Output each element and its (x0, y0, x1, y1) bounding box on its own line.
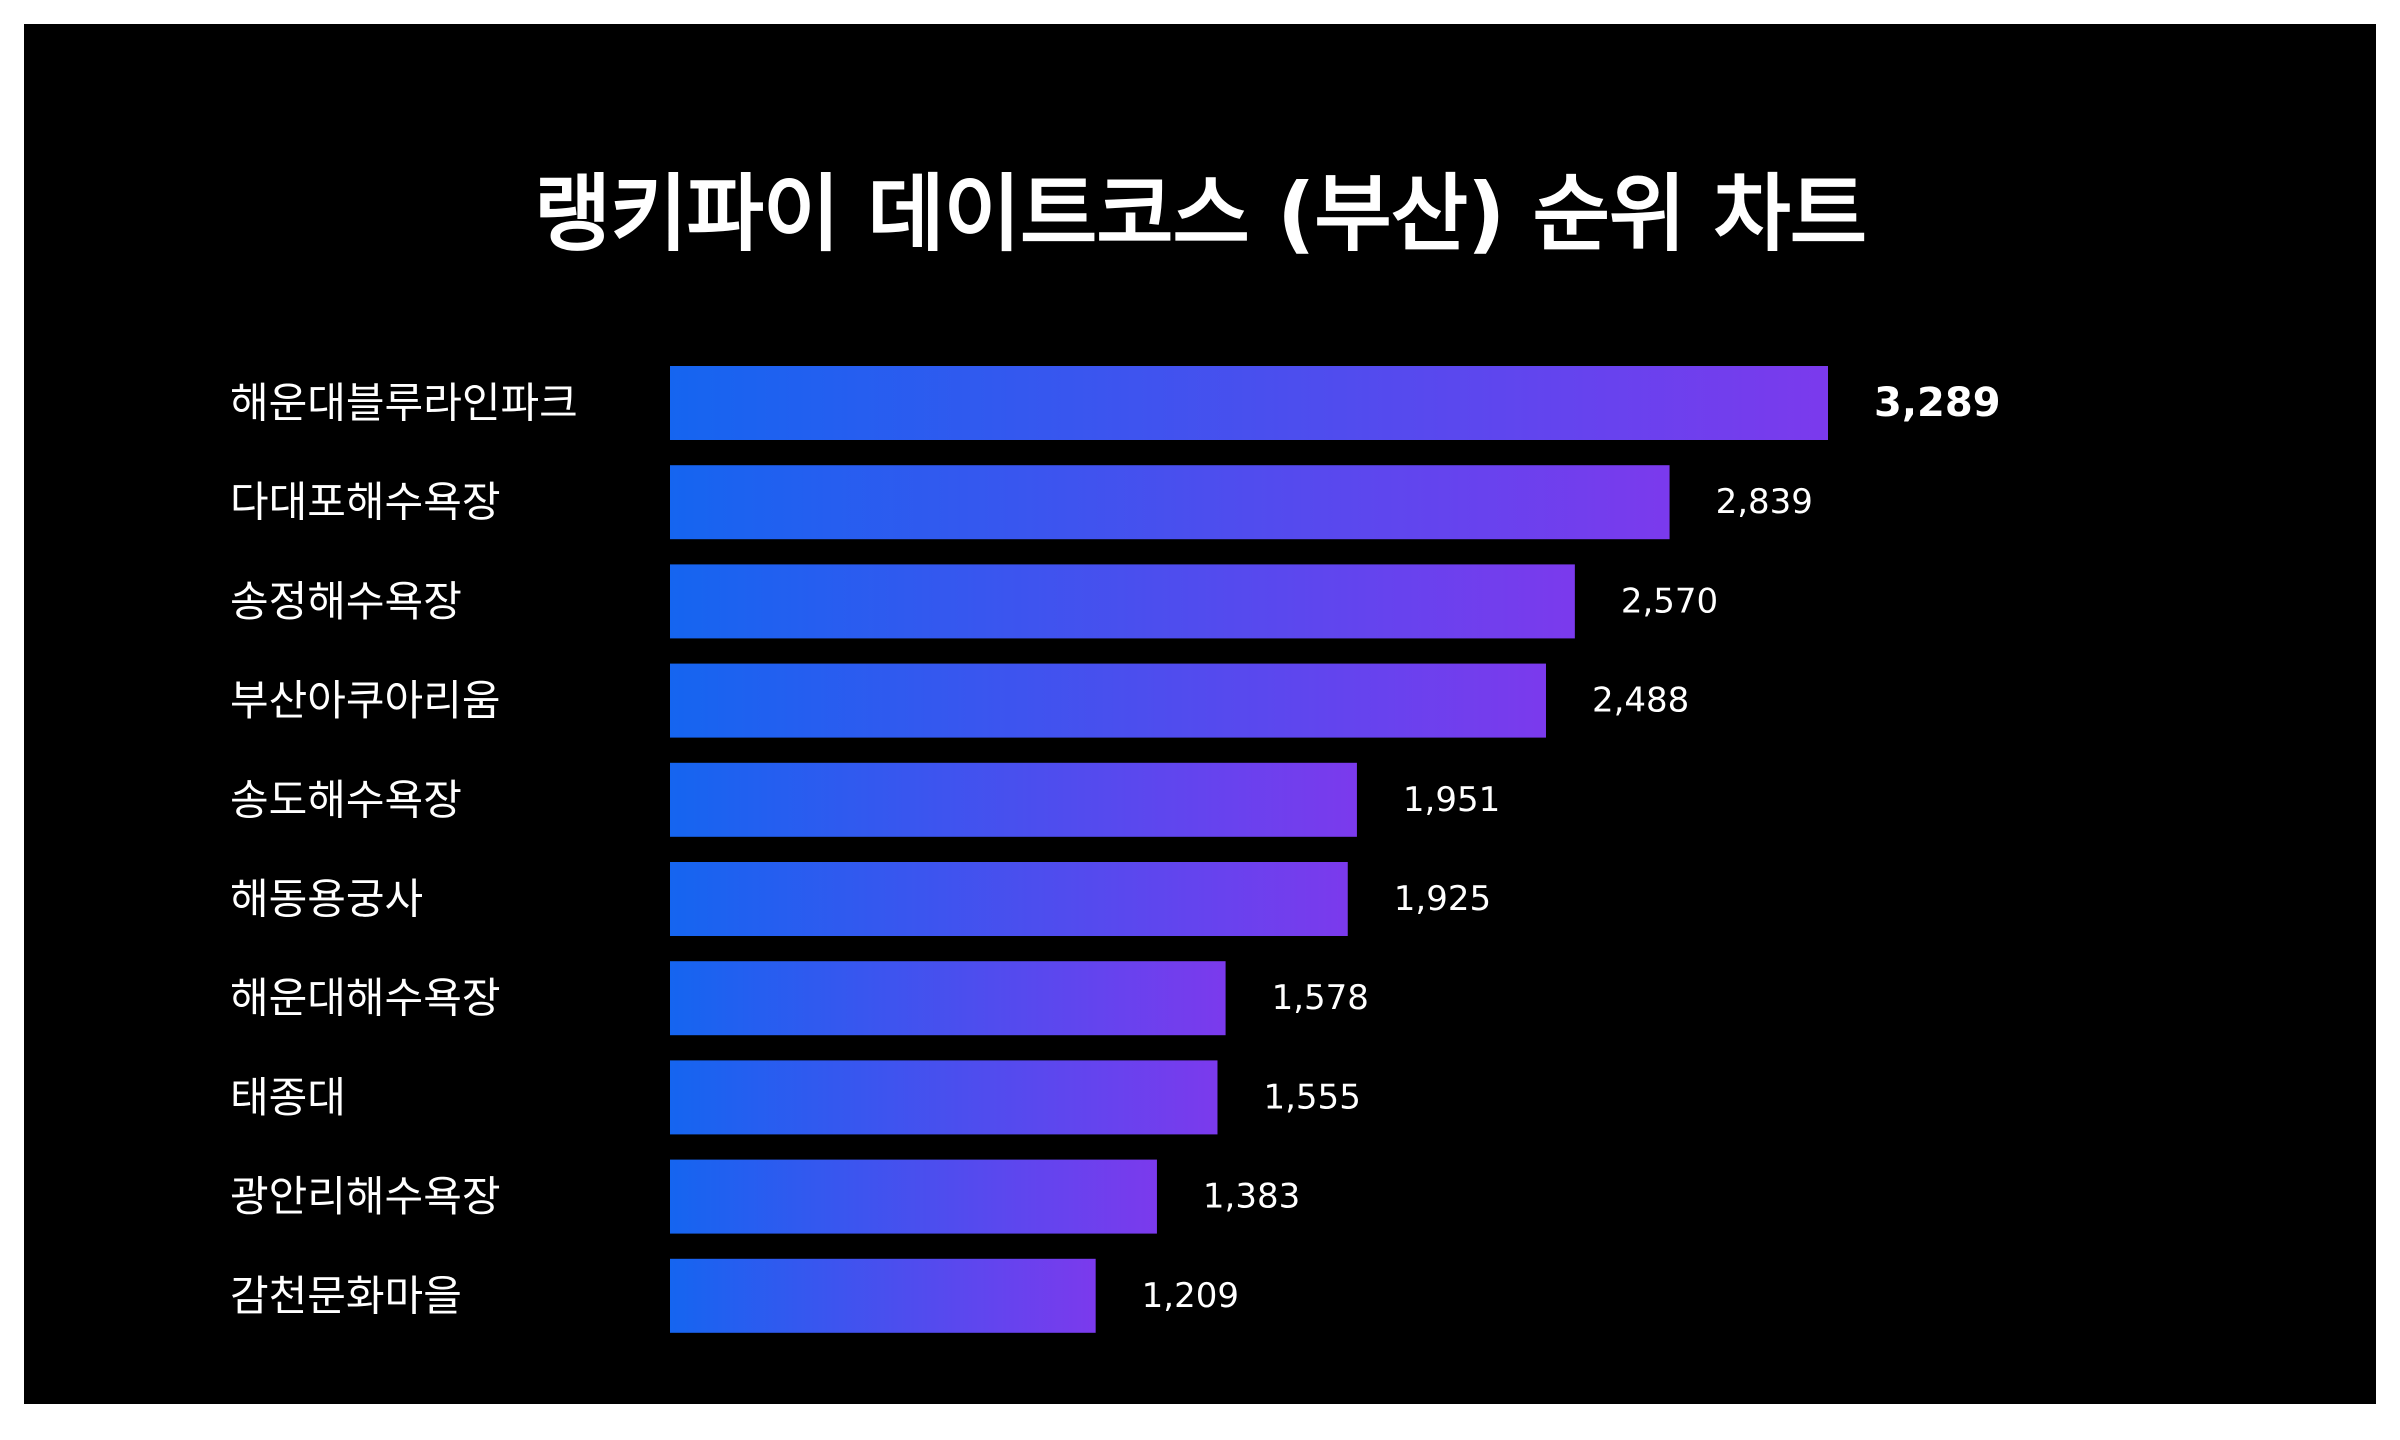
category-label: 광안리해수욕장 (230, 1172, 500, 1221)
category-label: 다대포해수욕장 (230, 478, 500, 527)
bar (670, 862, 1348, 936)
value-label: 2,488 (1592, 681, 1689, 721)
bar (670, 961, 1226, 1036)
bar-row: 송도해수욕장 1,951 (230, 762, 1500, 837)
category-label: 태종대 (230, 1073, 346, 1122)
value-label: 1,925 (1394, 879, 1491, 919)
value-label: 1,555 (1263, 1077, 1360, 1117)
bar (670, 762, 1357, 837)
value-label: 1,383 (1203, 1177, 1300, 1217)
category-label: 해운대블루라인파크 (230, 379, 578, 428)
bar (670, 1258, 1096, 1333)
category-label: 해동용궁사 (230, 875, 423, 924)
value-label: 1,209 (1142, 1276, 1239, 1316)
category-label: 송도해수욕장 (230, 775, 462, 824)
value-label: 2,839 (1716, 482, 1813, 522)
bar (670, 366, 1828, 440)
bar (670, 564, 1575, 639)
bar (670, 465, 1670, 540)
bar-row: 태종대 1,555 (230, 1060, 1361, 1135)
value-label: 1,951 (1403, 780, 1500, 820)
bar-row: 해운대해수욕장 1,578 (230, 961, 1369, 1036)
value-label: 1,578 (1272, 978, 1369, 1018)
bar (670, 1060, 1218, 1135)
category-label: 송정해수욕장 (230, 577, 462, 626)
bar-chart: 해운대블루라인파크 3,289 다대포해수욕장 2,839 송정해수욕장 2,570 부산아… (230, 366, 2001, 1333)
chart-panel: 랭키파이 데이트코스 (부산) 순위 차트 해운대블루라인파크 3,289 다대포해… (24, 24, 2376, 1404)
value-label: 3,289 (1874, 380, 2001, 426)
category-label: 감천문화마을 (230, 1271, 462, 1320)
bar-row: 해동용궁사 1,925 (230, 862, 1491, 936)
value-label: 2,570 (1621, 581, 1718, 621)
bar-row: 다대포해수욕장 2,839 (230, 465, 1813, 540)
bar (670, 1159, 1157, 1234)
category-label: 부산아쿠아리움 (230, 676, 500, 725)
bar-row: 부산아쿠아리움 2,488 (230, 663, 1689, 738)
bar-row: 광안리해수욕장 1,383 (230, 1159, 1300, 1234)
bar-row: 해운대블루라인파크 3,289 (230, 366, 2001, 440)
bar-row: 감천문화마을 1,209 (230, 1258, 1239, 1333)
bar (670, 663, 1546, 738)
bar-row: 송정해수욕장 2,570 (230, 564, 1718, 639)
chart-title: 랭키파이 데이트코스 (부산) 순위 차트 (534, 165, 1867, 263)
category-label: 해운대해수욕장 (230, 974, 500, 1023)
